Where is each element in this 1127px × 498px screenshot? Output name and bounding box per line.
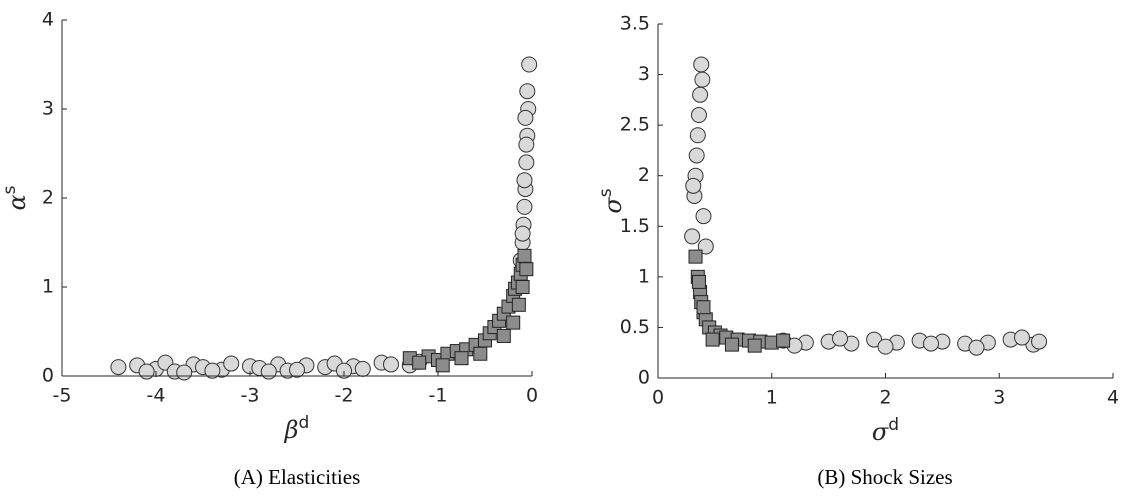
x-axis-label-base: σ	[872, 418, 889, 446]
x-tick-label: 2	[879, 387, 891, 409]
y-axis-label: αs	[0, 185, 31, 210]
point	[176, 364, 193, 381]
point	[866, 331, 883, 348]
point	[506, 315, 521, 330]
y-tick-label: 1	[42, 276, 54, 298]
point	[691, 274, 706, 289]
y-axis-label-base: σ	[599, 197, 627, 214]
subplot: -5 -4 -3 -2 -1 0 0 1 2 3 4 βd αs (A) Elasticities	[0, 9, 538, 490]
x-tick-label: 0	[652, 387, 664, 409]
point	[473, 346, 488, 361]
point	[517, 109, 534, 126]
y-tick-label: 1.5	[620, 215, 650, 237]
y-tick-label: 2	[42, 187, 54, 209]
point	[354, 360, 371, 377]
point	[383, 356, 399, 373]
y-tick-label: 0.5	[620, 316, 650, 338]
point	[138, 363, 155, 380]
x-axis-label-sup: d	[888, 415, 899, 435]
point	[923, 335, 939, 352]
point	[511, 297, 526, 312]
caption: (A) Elasticities	[234, 465, 361, 489]
x-tick-label: 0	[526, 385, 538, 407]
caption: (B) Shock Sizes	[817, 465, 952, 489]
point	[688, 249, 703, 264]
point	[747, 338, 762, 353]
y-axis-label-base: α	[3, 194, 31, 210]
x-axis-label: βd	[284, 413, 310, 444]
x-tick-label: -3	[241, 385, 260, 407]
x-tick-label: -1	[429, 385, 448, 407]
point	[521, 56, 538, 73]
x-tick-label: 1	[766, 387, 778, 409]
point	[519, 83, 536, 100]
y-axis-label-sup: s	[596, 188, 616, 197]
point	[685, 177, 702, 194]
point	[514, 225, 531, 242]
point	[1014, 329, 1030, 346]
point	[519, 262, 534, 277]
point	[516, 198, 533, 215]
point	[515, 280, 530, 294]
x-tick-label: -2	[335, 385, 354, 407]
point	[223, 355, 240, 372]
point	[832, 330, 848, 347]
point	[518, 136, 535, 153]
point	[684, 228, 701, 245]
point	[516, 172, 533, 189]
y-tick-label: 3	[638, 63, 650, 85]
point	[694, 71, 711, 88]
point	[689, 127, 706, 144]
point	[877, 338, 894, 355]
y-tick-label: 4	[42, 9, 54, 31]
point	[688, 147, 705, 164]
y-tick-label: 2	[638, 164, 650, 186]
point	[695, 208, 712, 225]
point	[260, 363, 277, 380]
point	[696, 300, 711, 315]
point	[336, 362, 352, 379]
point	[110, 359, 127, 376]
x-tick-label: 4	[1107, 387, 1119, 409]
point	[435, 358, 450, 373]
point	[518, 154, 535, 171]
point	[412, 355, 427, 370]
point	[289, 361, 305, 378]
point	[776, 333, 791, 348]
x-tick-label: 3	[993, 387, 1005, 409]
point	[517, 248, 532, 263]
y-tick-label: 1	[638, 265, 650, 287]
point	[968, 339, 985, 356]
x-tick-label: -5	[53, 385, 72, 407]
point	[1031, 333, 1048, 350]
y-tick-label: 3.5	[620, 13, 650, 35]
point	[204, 362, 221, 379]
y-tick-label: 0	[638, 367, 650, 389]
y-axis-label: σs	[596, 188, 627, 213]
point	[454, 351, 469, 366]
point	[705, 332, 720, 347]
y-tick-label: 3	[42, 98, 54, 120]
point	[692, 86, 709, 103]
y-tick-label: 0	[42, 365, 54, 387]
y-axis-label-sup: s	[0, 185, 20, 194]
point	[693, 56, 710, 73]
x-tick-label: -4	[147, 385, 166, 407]
y-tick-label: 2.5	[620, 114, 650, 136]
point	[724, 337, 739, 352]
x-axis-label-sup: d	[299, 413, 310, 433]
x-axis-label-base: β	[284, 416, 299, 444]
x-axis-label: σd	[872, 415, 899, 446]
point	[496, 328, 511, 343]
point	[690, 107, 707, 124]
